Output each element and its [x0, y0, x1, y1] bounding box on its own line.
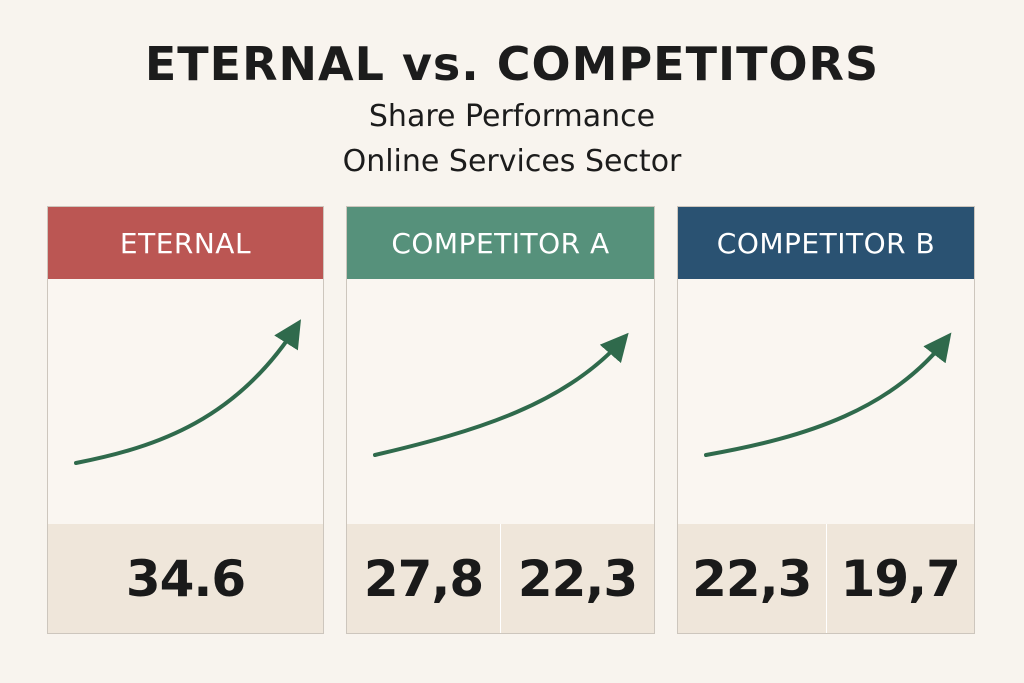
competitor-b-header: COMPETITOR B	[678, 207, 974, 279]
competitor-b-trend-chart	[704, 332, 952, 457]
competitor-a-trend-line	[373, 332, 629, 457]
competitor-b-value-1: 22,3	[692, 549, 812, 608]
competitor-a-header: COMPETITOR A	[347, 207, 654, 279]
eternal-header: ETERNAL	[48, 207, 323, 279]
chart-sector-subtitle: Online Services Sector	[342, 144, 682, 179]
eternal-trend-line	[74, 319, 301, 465]
competitor-a-trend-chart	[373, 332, 629, 457]
competitor-a-values-row: 27,8 22,3	[347, 524, 654, 633]
eternal-values-row: 34.6	[48, 524, 323, 633]
eternal-trend-chart	[74, 319, 301, 465]
competitor-b-panel: COMPETITOR B 22,3 19,7	[677, 206, 975, 634]
competitor-b-trend-line	[704, 332, 952, 457]
chart-subtitle: Share Performance	[368, 99, 656, 134]
competitor-a-value-1: 27,8	[363, 549, 484, 608]
competitor-a-value-2: 22,3	[500, 524, 654, 633]
chart-title: ETERNAL vs. COMPETITORS	[144, 37, 880, 91]
competitor-b-value-2: 19,7	[825, 524, 975, 633]
eternal-panel: ETERNAL 34.6	[47, 206, 324, 634]
competitor-a-panel: COMPETITOR A 27,8 22,3	[346, 206, 655, 634]
eternal-value-1: 34.6	[125, 549, 246, 608]
competitor-b-values-row: 22,3 19,7	[678, 524, 974, 633]
